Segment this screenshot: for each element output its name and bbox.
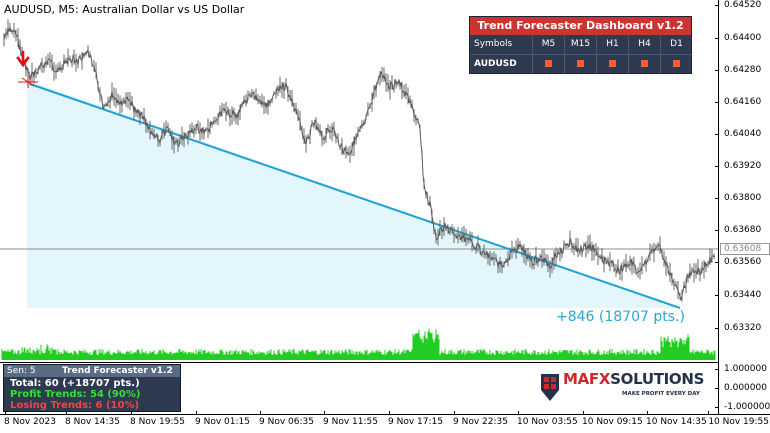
- sensitivity-label: Sen: 5: [7, 366, 36, 376]
- dashboard-header-m5: M5: [533, 35, 565, 55]
- price-tick: [715, 295, 719, 296]
- signal-h4: [629, 55, 661, 74]
- time-label: 9 Nov 01:15: [195, 417, 250, 427]
- time-tick: [708, 411, 709, 415]
- sell-signal-icon: [545, 60, 552, 67]
- trend-line: [29, 83, 681, 309]
- indicator-name: Trend Forecaster v1.2: [62, 366, 173, 376]
- price-level-label: 0.63320: [724, 323, 762, 333]
- logo-brand-right: SOLUTIONS: [610, 370, 705, 388]
- price-level-label: 0.64160: [724, 97, 762, 107]
- time-label: 9 Nov 06:35: [259, 417, 314, 427]
- price-tick: [715, 38, 719, 39]
- price-tick: [715, 70, 719, 71]
- entry-cross-icon: [18, 76, 38, 88]
- sell-signal-icon: [577, 60, 584, 67]
- mafx-logo: MAFXSOLUTIONS MAKE PROFIT EVERY DAY: [540, 370, 710, 405]
- time-tick: [260, 411, 261, 415]
- time-label: 8 Nov 2023: [4, 417, 56, 427]
- dashboard-title: Trend Forecaster Dashboard v1.2: [470, 17, 691, 35]
- profit-trends: Profit Trends: 54 (90%): [10, 389, 141, 400]
- logo-brand-left: MAFX: [563, 370, 611, 388]
- price-level-label: 0.64280: [724, 65, 762, 75]
- price-tick: [715, 230, 719, 231]
- trend-dashboard: Trend Forecaster Dashboard v1.2 Symbols …: [469, 16, 692, 74]
- time-tick: [583, 411, 584, 415]
- time-tick: [454, 411, 455, 415]
- time-axis[interactable]: 8 Nov 2023 8 Nov 14:35 8 Nov 19:55 9 Nov 01…: [0, 411, 770, 433]
- price-tick: [715, 262, 719, 263]
- trend-result-label: +846 (18707 pts.): [556, 309, 685, 325]
- dashboard-header-h4: H4: [629, 35, 661, 55]
- chart-title: AUDUSD, M5: Australian Dollar vs US Doll…: [4, 3, 245, 16]
- price-level-label: 0.63680: [724, 225, 762, 235]
- time-label: 10 Nov 14:35: [646, 417, 707, 427]
- time-tick: [66, 411, 67, 415]
- price-tick: [715, 134, 719, 135]
- price-tick: [715, 166, 719, 167]
- logo-tagline: MAKE PROFIT EVERY DAY: [622, 391, 700, 397]
- signal-d1: [661, 55, 692, 74]
- price-level-label: 0.63440: [724, 290, 762, 300]
- sell-signal-icon: [673, 60, 680, 67]
- volume-histogram: [1, 328, 716, 360]
- price-axis[interactable]: 0.64520 0.64400 0.64280 0.64160 0.64040 0.639…: [715, 0, 770, 414]
- time-label: 8 Nov 19:55: [130, 417, 185, 427]
- signal-h1: [597, 55, 629, 74]
- total-trends: Total: 60 (+18707 pts.): [10, 378, 140, 389]
- indicator-level-label: 0.000000: [724, 383, 767, 393]
- price-chart-canvas[interactable]: [0, 0, 718, 362]
- price-level-label: 0.63560: [724, 257, 762, 267]
- price-series: [3, 26, 716, 302]
- time-label: 9 Nov 22:35: [453, 417, 508, 427]
- indicator-tick: [715, 369, 719, 370]
- price-level-label: 0.64400: [724, 33, 762, 43]
- price-level-label: 0.63800: [724, 193, 762, 203]
- time-tick: [196, 411, 197, 415]
- price-level-label: 0.64520: [724, 0, 762, 10]
- sell-signal-icon: [609, 60, 616, 67]
- indicator-window[interactable]: Sen: 5 Trend Forecaster v1.2 Total: 60 (…: [0, 362, 718, 414]
- dashboard-symbol-audusd: AUDUSD: [470, 55, 533, 74]
- time-label: 10 Nov 09:15: [582, 417, 643, 427]
- time-tick: [518, 411, 519, 415]
- price-tick: [715, 198, 719, 199]
- losing-trends: Losing Trends: 6 (10%): [10, 400, 140, 411]
- time-tick: [324, 411, 325, 415]
- sell-arrow-icon: [16, 50, 30, 68]
- indicator-level-label: -1.000000: [724, 402, 770, 412]
- price-tick: [715, 5, 719, 6]
- signal-m5: [533, 55, 565, 74]
- time-tick: [389, 411, 390, 415]
- signal-m15: [565, 55, 597, 74]
- dashboard-header-m15: M15: [565, 35, 597, 55]
- dashboard-header-symbols: Symbols: [470, 35, 533, 55]
- price-level-label: 0.64040: [724, 129, 762, 139]
- trend-stats-panel: Sen: 5 Trend Forecaster v1.2 Total: 60 (…: [3, 364, 181, 412]
- dashboard-header-h1: H1: [597, 35, 629, 55]
- logo-brand: MAFXSOLUTIONS: [563, 370, 704, 388]
- time-tick: [131, 411, 132, 415]
- price-tick: [715, 328, 719, 329]
- stats-header: Sen: 5 Trend Forecaster v1.2: [4, 365, 180, 377]
- time-label: 8 Nov 14:35: [65, 417, 120, 427]
- indicator-tick: [715, 388, 719, 389]
- time-tick: [5, 411, 6, 415]
- sell-signal-icon: [641, 60, 648, 67]
- price-chart[interactable]: AUDUSD, M5: Australian Dollar vs US Doll…: [0, 0, 718, 362]
- time-label: 9 Nov 11:55: [323, 417, 378, 427]
- time-label: 9 Nov 17:15: [388, 417, 443, 427]
- shield-logo-icon: [541, 374, 559, 401]
- time-tick: [647, 411, 648, 415]
- price-level-label: 0.63920: [724, 161, 762, 171]
- dashboard-header-d1: D1: [661, 35, 692, 55]
- time-label: 10 Nov 19:55: [708, 417, 769, 427]
- price-tick: [715, 102, 719, 103]
- indicator-tick: [715, 407, 719, 408]
- time-label: 10 Nov 03:55: [517, 417, 578, 427]
- current-price-label: 0.63608: [720, 243, 770, 255]
- indicator-level-label: 1.000000: [724, 364, 767, 374]
